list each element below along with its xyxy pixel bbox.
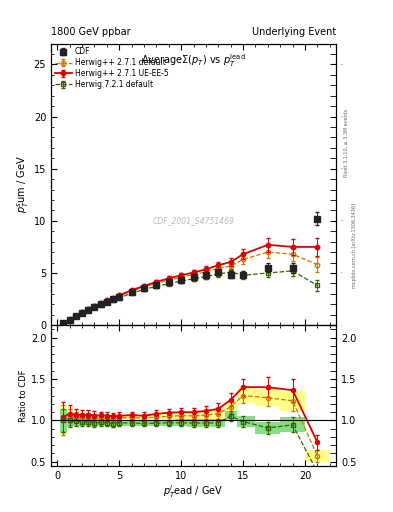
Text: Underlying Event: Underlying Event bbox=[252, 27, 336, 37]
Y-axis label: $p_T^s$um / GeV: $p_T^s$um / GeV bbox=[16, 155, 31, 214]
Y-axis label: Ratio to CDF: Ratio to CDF bbox=[19, 369, 28, 422]
Legend: CDF, Herwig++ 2.7.1 default, Herwig++ 2.7.1 UE-EE-5, Herwig 7.2.1 default: CDF, Herwig++ 2.7.1 default, Herwig++ 2.… bbox=[53, 46, 170, 91]
Text: CDF_2001_S4751469: CDF_2001_S4751469 bbox=[152, 217, 235, 225]
Text: Rivet 3.1.10, ≥ 3.3M events: Rivet 3.1.10, ≥ 3.3M events bbox=[344, 109, 349, 178]
X-axis label: $p_T^{l}$ead / GeV: $p_T^{l}$ead / GeV bbox=[163, 483, 224, 500]
Text: mcplots.cern.ch [arXiv:1306.3436]: mcplots.cern.ch [arXiv:1306.3436] bbox=[352, 203, 357, 288]
Text: Average$\Sigma(p_T)$ vs $p_T^{\rm lead}$: Average$\Sigma(p_T)$ vs $p_T^{\rm lead}$ bbox=[141, 52, 246, 69]
Text: 1800 GeV ppbar: 1800 GeV ppbar bbox=[51, 27, 131, 37]
